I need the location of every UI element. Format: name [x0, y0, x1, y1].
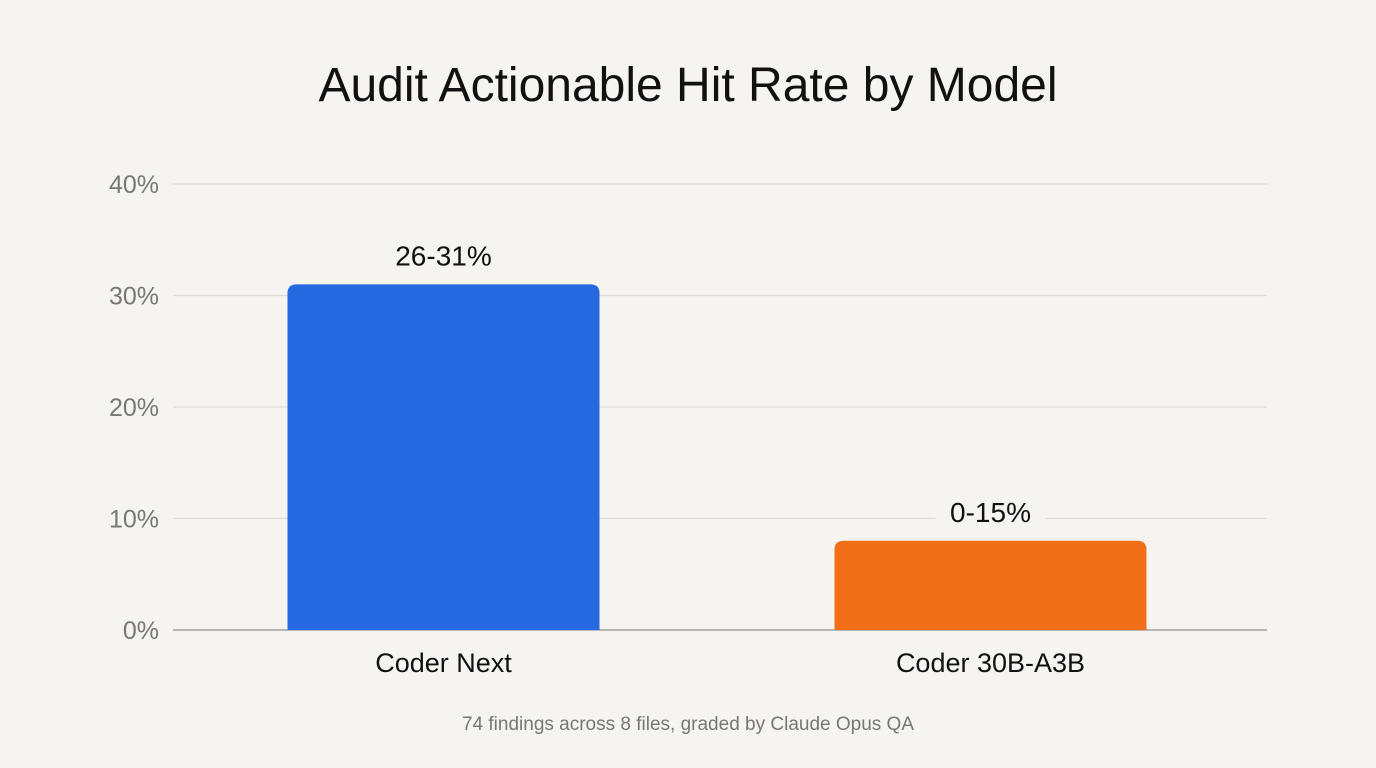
chart-footnote: 74 findings across 8 files, graded by Cl…	[461, 714, 915, 735]
y-tick-label: 30%	[109, 283, 159, 311]
bar	[834, 540, 1147, 630]
y-tick-label: 20%	[109, 394, 159, 422]
data-label-background	[388, 234, 499, 269]
y-tick-label: 10%	[109, 506, 159, 534]
x-tick-label: Coder 30B-A3B	[896, 648, 1085, 678]
data-label: 0-15%	[950, 497, 1031, 528]
x-tick-label: Coder Next	[375, 648, 512, 678]
chart-title: Audit Actionable Hit Rate by Model	[318, 59, 1058, 112]
data-label: 26-31%	[395, 240, 492, 271]
y-tick-label: 0%	[123, 617, 159, 645]
data-label-background	[935, 490, 1046, 525]
y-tick-label: 40%	[109, 171, 159, 199]
bar	[287, 284, 600, 630]
